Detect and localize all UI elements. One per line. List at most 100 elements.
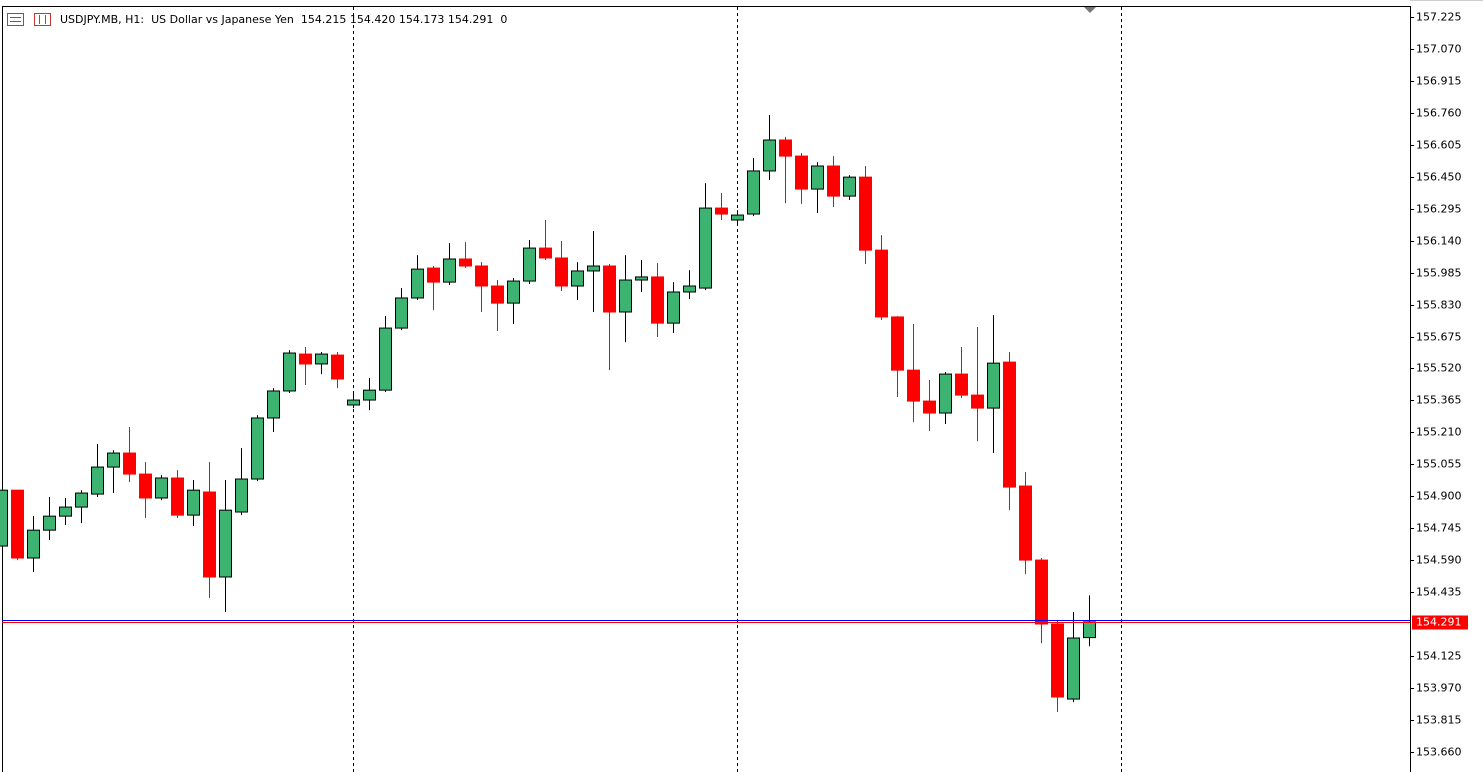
y-tick-label: 156.295: [1416, 203, 1462, 216]
price-label: 154.291: [1416, 616, 1462, 629]
price-axis: 157.225 157.070 156.915 156.760 156.605 156.4…: [1410, 11, 1468, 759]
candle-body: [491, 285, 504, 304]
candle-body: [731, 214, 744, 221]
y-tick-label: 155.520: [1416, 362, 1462, 375]
candle-body: [0, 489, 8, 547]
y-tick-label: 156.605: [1416, 139, 1462, 152]
candle-body: [11, 489, 24, 559]
y-tick-label: 157.070: [1416, 43, 1462, 56]
candle-body: [875, 249, 888, 318]
candle-body: [299, 353, 312, 365]
candle-body: [651, 276, 664, 324]
y-tick-label: 156.760: [1416, 107, 1462, 120]
candle-body: [283, 352, 296, 392]
chart-title: USDJPY.MB, H1: US Dollar vs Japanese Yen…: [60, 13, 507, 26]
shift-marker[interactable]: [1084, 7, 1096, 13]
y-tick-label: 155.675: [1416, 331, 1462, 344]
candle-body: [427, 267, 440, 283]
candle-body: [107, 452, 120, 468]
candle-body: [123, 452, 136, 475]
y-tick-label: 153.970: [1416, 682, 1462, 695]
y-tick-label: 154.435: [1416, 586, 1462, 599]
candle-body: [571, 270, 584, 287]
candle-body: [987, 362, 1000, 409]
candle-body: [459, 258, 472, 267]
candle-body: [155, 477, 168, 499]
candle-body: [235, 478, 248, 513]
candle-body: [1035, 559, 1048, 625]
candle-body: [811, 165, 824, 190]
candle-body: [667, 291, 680, 324]
candle-body: [1019, 485, 1032, 561]
y-tick-label: 156.450: [1416, 171, 1462, 184]
candle-body: [1083, 621, 1096, 639]
candle-body: [939, 373, 952, 414]
candle-body: [43, 515, 56, 531]
candle-body: [699, 207, 712, 289]
y-tick-label: 155.210: [1416, 426, 1462, 439]
candle-body: [555, 257, 568, 287]
candle-body: [1003, 361, 1016, 488]
candle-body: [971, 394, 984, 409]
y-tick-label: 157.225: [1416, 11, 1462, 24]
candle-body: [347, 399, 360, 406]
candle-body: [683, 285, 696, 293]
candle-body: [27, 529, 40, 559]
y-tick-label: 156.915: [1416, 75, 1462, 88]
y-tick-label: 155.055: [1416, 458, 1462, 471]
candle-body: [779, 139, 792, 157]
candle-body: [315, 353, 328, 365]
y-tick-label: 155.985: [1416, 267, 1462, 280]
candle-body: [75, 492, 88, 508]
candles: [0, 115, 1410, 713]
y-tick-label: 154.900: [1416, 490, 1462, 503]
y-tick-label: 155.365: [1416, 394, 1462, 407]
candle-body: [59, 506, 72, 517]
candle-body: [187, 489, 200, 516]
icon[interactable]: [34, 13, 51, 26]
y-tick-label: 154.590: [1416, 554, 1462, 567]
price-label-box: [1412, 615, 1468, 630]
candle-body: [139, 473, 152, 499]
candle-body: [395, 297, 408, 329]
candle-body: [411, 268, 424, 299]
candle-body: [523, 247, 536, 282]
candle-body: [267, 390, 280, 419]
candle-body: [603, 265, 616, 313]
y-tick-label: 156.140: [1416, 235, 1462, 248]
candle-body: [619, 279, 632, 313]
candle-body: [363, 389, 376, 401]
candle-body: [1067, 637, 1080, 700]
candle-body: [443, 258, 456, 283]
candle-body: [923, 400, 936, 414]
candle-body: [203, 491, 216, 578]
icon[interactable]: [7, 13, 24, 26]
candle-body: [843, 176, 856, 197]
candle-body: [539, 247, 552, 259]
candle-body: [91, 466, 104, 495]
candle-body: [907, 369, 920, 402]
candle-body: [507, 280, 520, 304]
candle-body: [763, 139, 776, 172]
candle-body: [635, 276, 648, 281]
candle-body: [827, 165, 840, 197]
candle-body: [475, 265, 488, 287]
candle-body: [219, 509, 232, 578]
candle-body: [859, 176, 872, 251]
candle-body: [747, 170, 760, 215]
candle-body: [1051, 623, 1064, 698]
y-tick-label: 153.660: [1416, 746, 1462, 759]
candle-body: [331, 354, 344, 380]
title-icons: [7, 13, 51, 26]
candle-body: [715, 207, 728, 215]
candle-body: [891, 316, 904, 371]
candle-body: [955, 373, 968, 396]
candle-body: [587, 265, 600, 272]
y-tick-label: 153.815: [1416, 714, 1462, 727]
y-tick-label: 155.830: [1416, 299, 1462, 312]
y-tick-label: 154.125: [1416, 650, 1462, 663]
candle-body: [171, 477, 184, 516]
y-tick-label: 154.745: [1416, 522, 1462, 535]
